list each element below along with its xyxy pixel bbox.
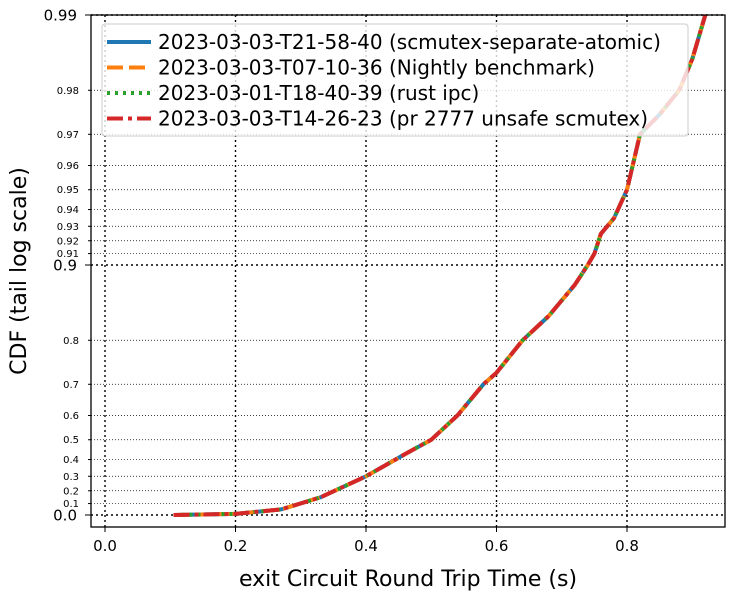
y-axis-title: CDF (tail log scale)	[7, 167, 32, 375]
x-tick-label: 0.0	[93, 537, 117, 555]
y-minor-tick-label: 0.6	[63, 411, 79, 422]
legend: 2023-03-03-T21-58-40 (scmutex-separate-a…	[101, 23, 689, 137]
legend-label-3: 2023-03-01-T18-40-39 (rust ipc)	[158, 81, 479, 105]
y-minor-tick-label: 0.4	[63, 455, 79, 466]
y-minor-tick-label: 0.96	[57, 161, 79, 172]
y-minor-tick-label: 0.8	[63, 336, 79, 347]
x-tick-label: 0.6	[485, 537, 509, 555]
x-tick-label: 0.4	[354, 537, 378, 555]
legend-label-4: 2023-03-03-T14-26-23 (pr 2777 unsafe scm…	[158, 107, 648, 131]
y-minor-tick-label: 0.92	[57, 236, 79, 247]
y-minor-tick-label: 0.5	[63, 435, 79, 446]
legend-label-2: 2023-03-03-T07-10-36 (Nightly benchmark)	[158, 56, 595, 80]
y-minor-tick-label: 0.7	[63, 380, 79, 391]
tick-layer: 0.0 0.2 0.4 0.6 0.8 0.1 0.2 0.3 0.4 0.5 0.6 0.7 0.8 0…	[44, 7, 639, 556]
y-major-tick-label: 0.0	[53, 507, 77, 525]
x-tick-label: 0.8	[615, 537, 639, 555]
y-minor-tick-label: 0.95	[57, 185, 79, 196]
y-minor-tick-label: 0.91	[57, 249, 79, 260]
y-minor-tick-label: 0.97	[57, 130, 79, 141]
x-tick-label: 0.2	[224, 537, 248, 555]
plot-frame	[90, 14, 726, 528]
y-minor-tick-label: 0.3	[63, 472, 79, 483]
y-minor-tick-label: 0.93	[57, 222, 79, 233]
y-minor-tick-label: 0.98	[57, 86, 79, 97]
y-minor-tick-label: 0.94	[57, 205, 79, 216]
legend-box	[101, 23, 689, 137]
y-minor-tick-label: 0.2	[63, 486, 79, 497]
y-major-tick-label: 0.99	[44, 7, 77, 25]
x-axis-title: exit Circuit Round Trip Time (s)	[239, 567, 577, 592]
y-major-tick-label: 0.9	[53, 257, 77, 275]
legend-label-1: 2023-03-03-T21-58-40 (scmutex-separate-a…	[158, 30, 661, 54]
y-minor-tick-label: 0.1	[63, 499, 79, 510]
